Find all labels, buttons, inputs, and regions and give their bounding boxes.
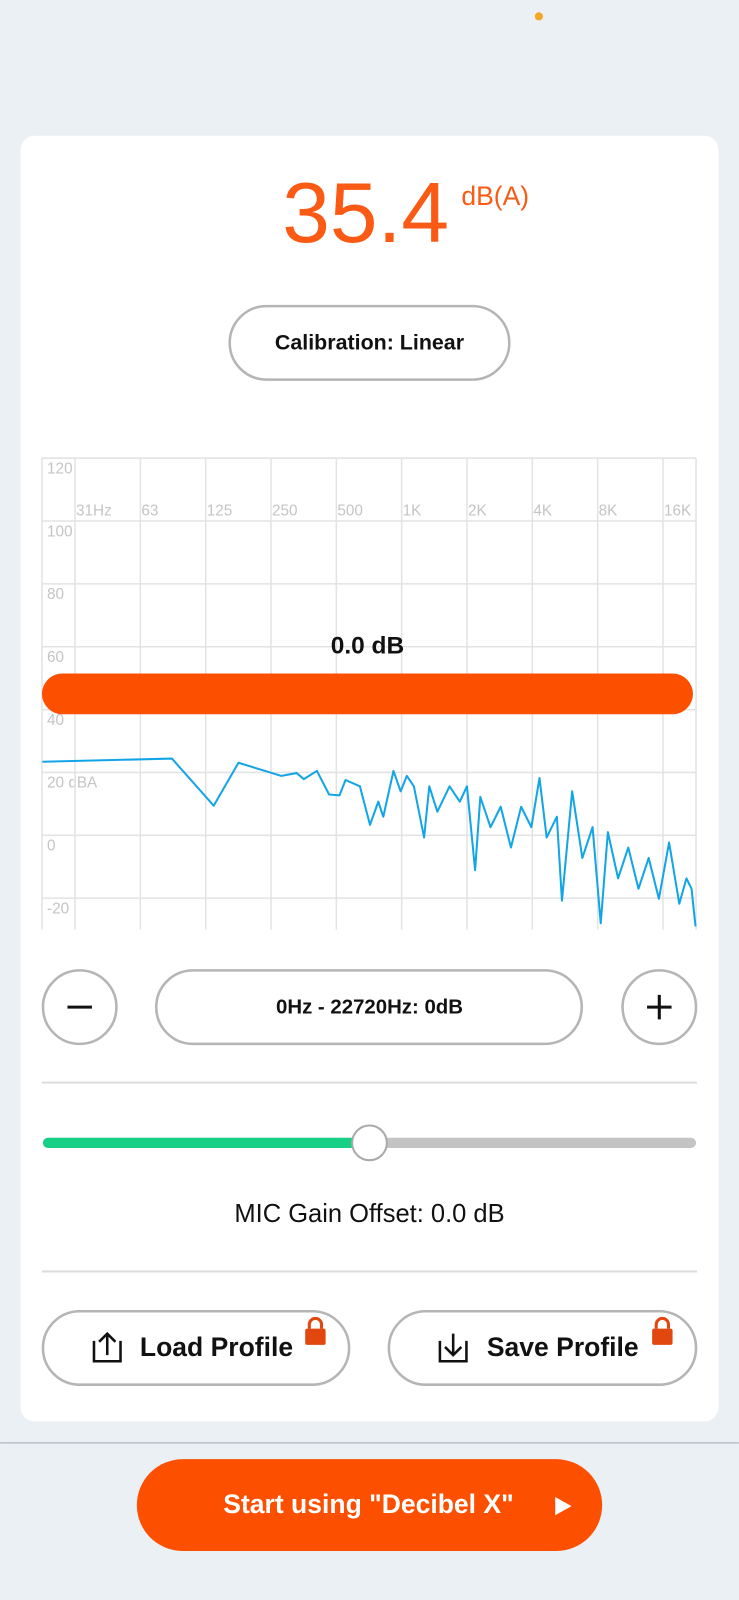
calibration-button[interactable] xyxy=(228,304,511,381)
y-tick-label: 40 xyxy=(47,712,64,729)
y-tick-label: 80 xyxy=(47,586,64,603)
y-tick-label: 100 xyxy=(47,523,73,540)
x-tick-label: 8K xyxy=(599,502,619,519)
plus-icon xyxy=(647,994,672,1020)
save-profile-label: Save Profile xyxy=(487,1332,639,1362)
band-gain-label: 0.0 dB xyxy=(331,632,404,659)
y-tick-label: -20 xyxy=(47,900,69,917)
x-tick-label: 2K xyxy=(468,502,488,519)
y-tick-label: 120 xyxy=(47,460,73,477)
card xyxy=(20,135,719,1422)
load-profile-button[interactable] xyxy=(41,1309,351,1386)
gain-band-handle[interactable] xyxy=(41,673,693,715)
start-button[interactable] xyxy=(136,1459,603,1552)
x-tick-label: 31Hz xyxy=(76,502,112,519)
calibration-label: Calibration: Linear xyxy=(275,331,464,355)
band-button[interactable] xyxy=(154,969,584,1046)
x-tick-label: 125 xyxy=(207,502,233,519)
spectrum-line xyxy=(42,757,697,927)
play-icon xyxy=(555,1496,572,1516)
reading: 35.4 xyxy=(282,165,449,261)
lock-icon xyxy=(305,1316,326,1345)
download-icon xyxy=(438,1333,468,1363)
status-dot xyxy=(534,12,543,21)
reading-unit: dB(A) xyxy=(461,181,529,211)
start-label: Start using "Decibel X" xyxy=(223,1489,513,1519)
gain-label: MIC Gain Offset: 0.0 dB xyxy=(234,1200,504,1228)
lock-icon xyxy=(652,1316,673,1345)
x-tick-label: 250 xyxy=(272,502,298,519)
slider-fill xyxy=(42,1137,370,1148)
y-tick-label: 60 xyxy=(47,649,64,666)
y-tick-label: 20 dBA xyxy=(47,775,98,792)
save-profile-button[interactable] xyxy=(387,1309,698,1386)
band-label: 0Hz - 22720Hz: 0dB xyxy=(276,997,463,1019)
x-tick-label: 16K xyxy=(664,502,692,519)
upload-icon xyxy=(92,1331,122,1363)
x-tick-label: 1K xyxy=(403,502,423,519)
x-tick-label: 63 xyxy=(141,502,158,519)
x-tick-label: 500 xyxy=(337,502,363,519)
load-profile-label: Load Profile xyxy=(140,1332,293,1362)
y-tick-label: 0 xyxy=(47,838,56,855)
x-tick-label: 4K xyxy=(533,502,553,519)
slider-thumb[interactable] xyxy=(351,1124,388,1162)
